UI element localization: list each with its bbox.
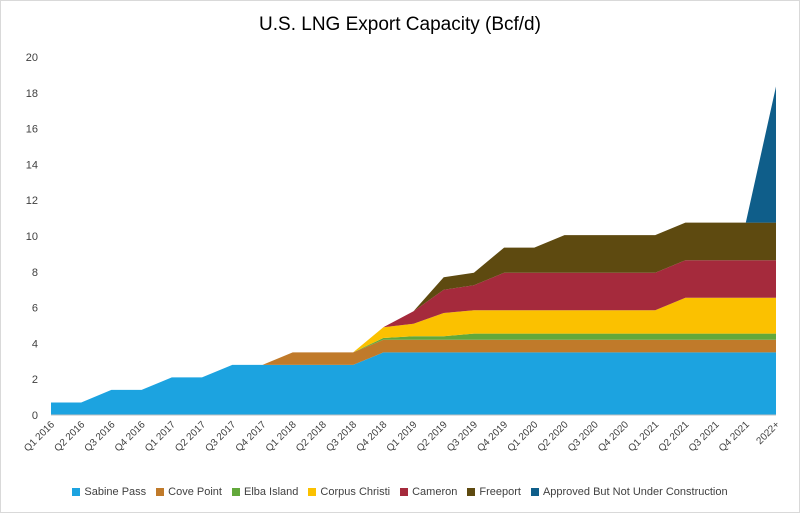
- x-tick-label: Q1 2018: [264, 419, 299, 454]
- y-axis: 0 2 4 6 8 10 12 14 16 18 20: [26, 52, 38, 422]
- x-tick-label: 2022+: [754, 419, 782, 447]
- x-tick-label: Q3 2019: [445, 419, 480, 454]
- legend-item: Cameron: [400, 486, 457, 498]
- legend-swatch: [467, 488, 476, 496]
- x-tick-label: Q2 2020: [536, 419, 571, 454]
- y-tick-label: 0: [32, 410, 38, 422]
- y-tick-label: 16: [26, 124, 38, 136]
- legend-item: Approved But Not Under Construction: [530, 486, 728, 498]
- legend-label: Cove Point: [168, 486, 222, 498]
- area-series-cameron: [51, 260, 776, 403]
- legend-item: Sabine Pass: [72, 486, 146, 498]
- legend-item: Elba Island: [231, 486, 299, 498]
- y-tick-label: 2: [32, 374, 38, 386]
- x-tick-label: Q3 2021: [687, 419, 722, 454]
- legend-swatch: [400, 488, 409, 496]
- x-tick-label: Q4 2017: [234, 419, 269, 454]
- x-tick-label: Q4 2021: [717, 419, 752, 454]
- x-tick-label: Q4 2020: [596, 419, 631, 454]
- legend-label: Freeport: [479, 486, 521, 498]
- x-tick-label: Q1 2017: [143, 419, 178, 454]
- legend-label: Elba Island: [243, 486, 299, 498]
- area-series-freeport: [51, 222, 776, 403]
- legend-swatch: [530, 488, 539, 496]
- legend-item: Freeport: [467, 486, 521, 498]
- area-series-sabine-pass: [51, 352, 776, 415]
- legend-label: Approved But Not Under Construction: [542, 486, 728, 498]
- y-tick-label: 18: [26, 88, 38, 100]
- y-tick-label: 10: [26, 231, 38, 243]
- x-tick-label: Q4 2018: [354, 419, 389, 454]
- x-tick-label: Q2 2021: [657, 419, 692, 454]
- legend: Sabine Pass Cove Point Elba Island Corpus C…: [0, 486, 800, 498]
- legend-swatch: [231, 488, 240, 496]
- y-tick-label: 8: [32, 267, 38, 279]
- y-tick-label: 20: [26, 52, 38, 64]
- legend-item: Cove Point: [156, 486, 222, 498]
- y-tick-label: 6: [32, 303, 38, 315]
- x-tick-label: Q2 2017: [173, 419, 208, 454]
- x-tick-label: Q4 2016: [113, 419, 148, 454]
- y-tick-label: 4: [32, 338, 38, 350]
- x-tick-label: Q4 2019: [475, 419, 510, 454]
- x-tick-label: Q3 2018: [324, 419, 359, 454]
- legend-item: Corpus Christi: [308, 486, 390, 498]
- x-tick-label: Q1 2019: [385, 419, 420, 454]
- legend-label: Corpus Christi: [320, 486, 391, 498]
- legend-swatch: [72, 488, 81, 496]
- area-series-corpus-christi: [51, 297, 776, 403]
- y-tick-label: 12: [26, 195, 38, 207]
- legend-label: Cameron: [412, 486, 458, 498]
- x-tick-label: Q2 2019: [415, 419, 450, 454]
- legend-swatch: [156, 488, 165, 496]
- x-tick-label: Q1 2021: [626, 419, 661, 454]
- y-tick-label: 14: [26, 159, 38, 171]
- x-tick-label: Q3 2016: [83, 419, 118, 454]
- legend-label: Sabine Pass: [84, 486, 147, 498]
- x-tick-label: Q1 2016: [22, 419, 57, 454]
- x-tick-label: Q3 2017: [203, 419, 238, 454]
- chart-title: U.S. LNG Export Capacity (Bcf/d): [259, 14, 541, 35]
- area-series-cove-point: [51, 339, 776, 403]
- stacked-areas: [51, 86, 776, 415]
- x-tick-label: Q2 2016: [52, 419, 87, 454]
- legend-swatch: [308, 488, 317, 496]
- x-tick-label: Q3 2020: [566, 419, 601, 454]
- x-tick-label: Q1 2020: [506, 419, 541, 454]
- x-tick-label: Q2 2018: [294, 419, 329, 454]
